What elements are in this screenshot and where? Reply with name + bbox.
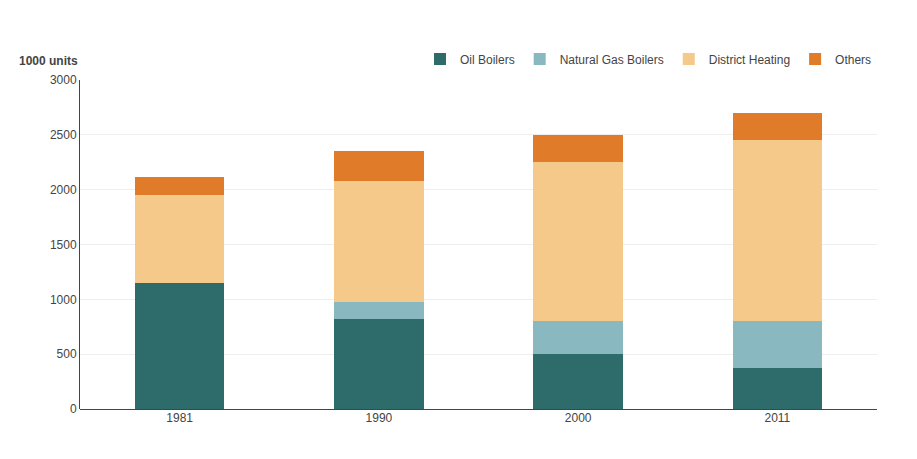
svg-text:2011: 2011	[764, 411, 790, 425]
svg-text:2000: 2000	[565, 411, 592, 425]
svg-text:1981: 1981	[166, 411, 193, 425]
svg-text:Others: Others	[835, 53, 871, 67]
svg-text:1000: 1000	[50, 293, 77, 307]
svg-text:1500: 1500	[50, 238, 77, 252]
svg-text:Oil Boilers: Oil Boilers	[460, 53, 515, 67]
svg-text:Natural Gas Boilers: Natural Gas Boilers	[560, 53, 664, 67]
svg-text:2000: 2000	[50, 183, 77, 197]
svg-text:500: 500	[57, 347, 77, 361]
svg-text:0: 0	[70, 402, 77, 416]
svg-text:3000: 3000	[50, 73, 77, 87]
svg-text:1000 units: 1000 units	[19, 54, 78, 68]
svg-text:1990: 1990	[366, 411, 393, 425]
svg-text:2500: 2500	[50, 128, 77, 142]
svg-text:District Heating: District Heating	[709, 53, 790, 67]
